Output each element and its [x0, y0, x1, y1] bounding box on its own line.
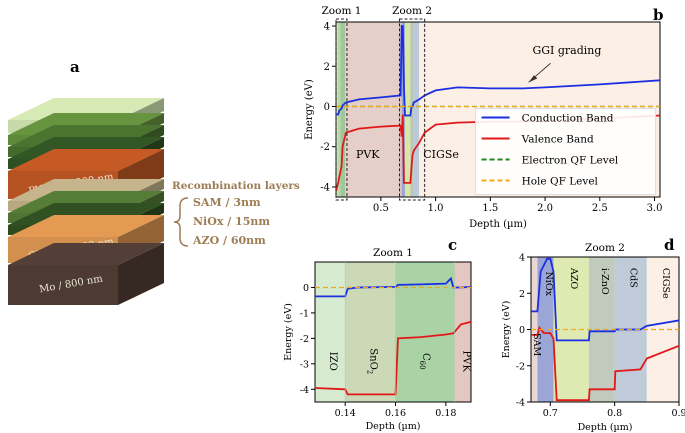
x-tick-label: 0.14 — [335, 408, 356, 419]
y-axis-label: Energy (eV) — [304, 79, 315, 140]
recombination-annotation: Recombination layers SAM / 3nm NiOx / 15… — [172, 180, 300, 247]
region-band — [345, 22, 400, 197]
x-tick-label: 0.16 — [385, 408, 406, 419]
x-axis-label: Depth (µm) — [366, 421, 421, 432]
y-tick-label: 2 — [324, 62, 330, 73]
layer-front-face — [8, 265, 118, 305]
recomb-item-sam: SAM / 3nm — [193, 196, 261, 209]
y-tick-label: 4 — [519, 253, 525, 264]
region-label-pvk: PVK — [356, 148, 380, 161]
y-tick-label: -4 — [516, 398, 525, 409]
region-label: AZO — [568, 267, 579, 289]
region-band — [345, 262, 396, 402]
layer-stack: LiF /100 nmIZO / 40 nmSnO2 / 20 nmC60 / … — [8, 98, 164, 305]
region-label: SAM — [531, 333, 542, 356]
y-tick-label: -4 — [320, 182, 330, 193]
legend-item: Valence Band — [521, 134, 594, 146]
panel-label-a: a — [70, 58, 80, 76]
x-tick-label: 2.0 — [537, 203, 553, 214]
region-band — [588, 257, 615, 402]
region-label: SnO2 — [365, 348, 378, 374]
x-tick-label: 2.5 — [592, 203, 608, 214]
panel-label-c: c — [448, 236, 457, 254]
x-tick-label: 1.5 — [482, 203, 498, 214]
y-tick-label: 0 — [519, 325, 525, 336]
series-valence-band — [531, 325, 679, 402]
x-tick-label: 0.18 — [435, 408, 456, 419]
region-label: NiOx — [543, 272, 554, 297]
legend-item: Conduction Band — [522, 113, 614, 125]
region-band — [454, 262, 471, 402]
y-tick-label: 2 — [519, 289, 525, 300]
layer-side-face — [118, 243, 164, 305]
x-axis-label: Depth (µm) — [578, 422, 633, 433]
region-band — [404, 22, 411, 197]
plot-frame — [335, 21, 661, 198]
layer-top-face — [8, 149, 164, 171]
x-tick-label: 0.7 — [543, 408, 558, 419]
region-label: i-ZnO — [599, 268, 610, 295]
zoom-label-2: Zoom 2 — [392, 5, 432, 17]
y-axis-label: Energy (eV) — [501, 301, 512, 359]
series-valence-band — [315, 320, 471, 396]
series-conduction-band — [336, 25, 660, 117]
y-tick-label: -2 — [300, 334, 309, 345]
y-axis-label: Energy (eV) — [283, 303, 294, 361]
annotation-arrowhead — [528, 75, 538, 83]
brace — [173, 197, 189, 247]
region-band — [537, 257, 554, 402]
region-band — [315, 262, 346, 402]
legend-item: Hole QF Level — [522, 176, 599, 188]
legend: Conduction Band Valence Band Electron QF L… — [475, 108, 657, 196]
zoom-label-1: Zoom 1 — [322, 5, 362, 17]
x-axis-label: Depth (µm) — [469, 219, 527, 230]
layer-top-face — [8, 215, 164, 237]
zoom-box-1 — [335, 18, 348, 201]
chart-title: Zoom 1 — [373, 247, 413, 259]
region-label-cigse: CIGSe — [423, 148, 459, 161]
chart-title: Zoom 2 — [585, 242, 625, 254]
x-tick-label: 0.9 — [671, 408, 685, 419]
region-band — [399, 22, 402, 197]
x-tick-label: 0.5 — [373, 203, 389, 214]
y-tick-label: -1 — [300, 308, 309, 319]
x-tick-label: 3.0 — [647, 203, 663, 214]
recomb-item-niox: NiOx / 15nm — [193, 215, 270, 228]
panel-label-b: b — [653, 6, 664, 24]
region-band — [337, 22, 341, 197]
region-band — [336, 22, 338, 197]
x-tick-label: 1.0 — [428, 203, 444, 214]
chart-b: 0.5 1.0 1.5 2.0 2.5 3.0 -4 -2 0 2 4 Depth (µm) Energ… — [304, 5, 662, 230]
plot-frame — [314, 261, 472, 403]
layer-top-face — [8, 243, 164, 265]
y-tick-label: -4 — [300, 385, 309, 396]
region-label: CIGSe — [660, 268, 671, 299]
y-tick-label: -2 — [516, 361, 525, 372]
chart-c: 0.14 0.16 0.18 -4 -3 -2 -1 0 Depth (µm) Energy (e… — [283, 247, 472, 432]
region-band — [340, 22, 346, 197]
panel-label-d: d — [664, 236, 675, 254]
y-tick-label: -3 — [300, 359, 309, 370]
region-label: CdS — [628, 268, 639, 288]
recombination-title: Recombination layers — [172, 180, 300, 192]
y-tick-label: -2 — [320, 142, 330, 153]
chart-d: 0.7 0.8 0.9 -4 -2 0 2 4 Depth (µm) Energy (eV) Zoo… — [501, 242, 685, 433]
y-tick-label: 0 — [324, 102, 330, 113]
annotation-ggi: GGI grading — [532, 44, 601, 57]
region-band — [413, 22, 420, 197]
legend-item: Electron QF Level — [522, 155, 619, 167]
zoom-box-2 — [398, 18, 426, 201]
layer-9: Mo / 800 nm — [8, 243, 164, 305]
y-tick-label: 0 — [303, 283, 309, 294]
y-tick-label: 4 — [324, 22, 330, 33]
x-tick-label: 0.8 — [607, 408, 622, 419]
region-band — [401, 22, 405, 197]
recomb-item-azo: AZO / 60nm — [192, 234, 266, 247]
region-label: IZO — [327, 352, 338, 371]
region-label: PVK — [460, 351, 471, 373]
region-band — [410, 22, 414, 197]
